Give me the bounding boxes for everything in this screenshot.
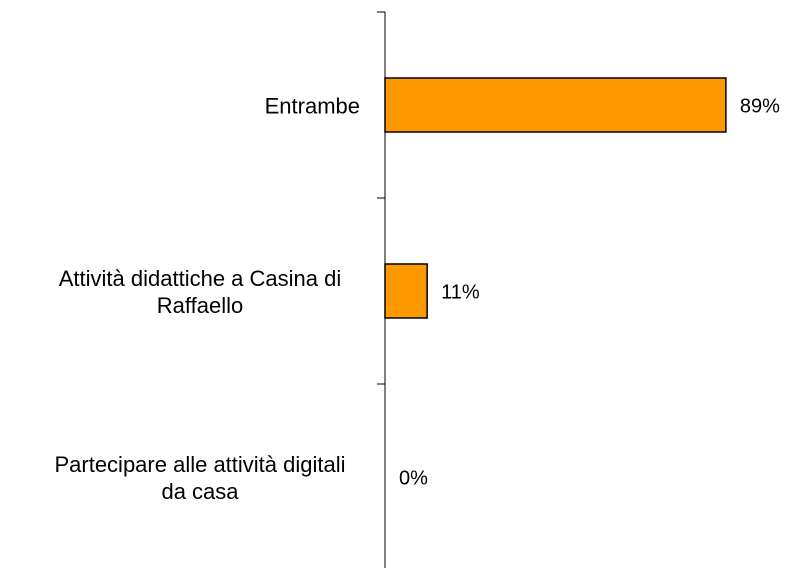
bar	[384, 263, 428, 319]
category-label-box: Partecipare alle attività digitali da ca…	[40, 451, 360, 505]
category-label-box: Entrambe	[40, 93, 360, 120]
value-label: 0%	[399, 467, 428, 489]
bar	[384, 77, 727, 133]
category-label: Partecipare alle attività digitali da ca…	[54, 452, 346, 504]
value-label: 11%	[441, 281, 480, 303]
value-label: 89%	[740, 95, 780, 117]
category-label: Entrambe	[264, 93, 360, 119]
category-label-box: Attività didattiche a Casina di Raffaell…	[40, 265, 360, 319]
category-label: Attività didattiche a Casina di Raffaell…	[58, 266, 342, 318]
